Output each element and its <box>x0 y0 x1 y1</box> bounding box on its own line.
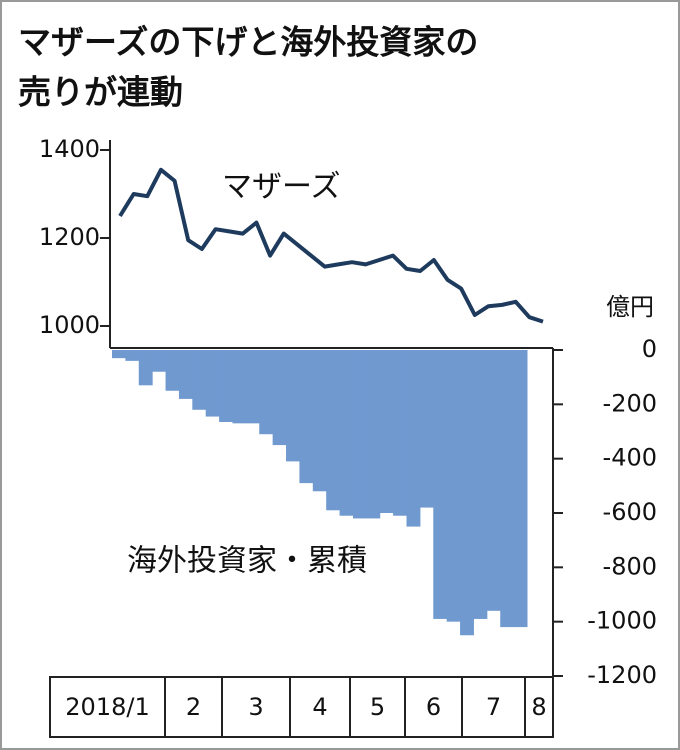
chart-title: マザーズの下げと海外投資家の <box>18 23 478 62</box>
bar <box>433 350 448 619</box>
bar <box>272 350 287 446</box>
bar <box>232 350 247 424</box>
bar <box>178 350 193 399</box>
bar <box>352 350 367 519</box>
x-tick-label: 8 <box>531 693 546 721</box>
bar <box>406 350 421 527</box>
y-tick-label: 1400 <box>39 135 100 163</box>
x-tick-label: 3 <box>248 693 263 721</box>
bar <box>286 350 300 462</box>
bar <box>339 350 354 516</box>
x-tick-label: 2018/1 <box>65 693 149 721</box>
line <box>118 167 544 324</box>
y-tick-label: -200 <box>603 389 657 417</box>
x-tick-label: 7 <box>486 693 501 721</box>
series-label: マザーズ <box>222 170 341 205</box>
bar <box>393 350 408 516</box>
x-tick-label: 2 <box>186 693 201 721</box>
bar <box>219 350 233 422</box>
bar <box>312 350 327 492</box>
bar <box>245 350 260 424</box>
bar <box>125 350 140 361</box>
bar <box>112 350 126 359</box>
bar <box>165 350 180 391</box>
bar <box>152 350 167 372</box>
x-tick-label: 6 <box>426 693 441 721</box>
bar <box>500 350 515 628</box>
bar <box>486 350 501 611</box>
bar <box>259 350 274 435</box>
bar <box>192 350 207 410</box>
bar <box>379 350 394 513</box>
bar <box>138 350 153 386</box>
bar <box>366 350 381 519</box>
series-label: 海外投資家・累積 <box>127 544 367 579</box>
y-tick-label: -400 <box>603 444 657 472</box>
x-axis-box <box>49 676 554 738</box>
bar <box>513 350 528 628</box>
bar <box>299 350 314 484</box>
bar <box>205 350 220 417</box>
bar <box>419 350 434 508</box>
bar <box>446 350 461 622</box>
y-tick-label: 1200 <box>39 223 100 251</box>
y-tick-label: 0 <box>642 335 657 363</box>
y-tick-label: -800 <box>603 552 657 580</box>
bar <box>326 350 341 511</box>
y-tick-label: -1200 <box>587 661 657 689</box>
y-tick-label: -600 <box>603 498 657 526</box>
y-tick-label: 1000 <box>39 311 100 339</box>
unit-label: 億円 <box>606 293 654 321</box>
bar <box>460 350 474 636</box>
x-tick-label: 4 <box>312 693 327 721</box>
x-tick-label: 5 <box>370 693 385 721</box>
chart-title: 売りが連動 <box>18 73 183 112</box>
y-tick-label: -1000 <box>587 607 657 635</box>
bar <box>473 350 488 619</box>
